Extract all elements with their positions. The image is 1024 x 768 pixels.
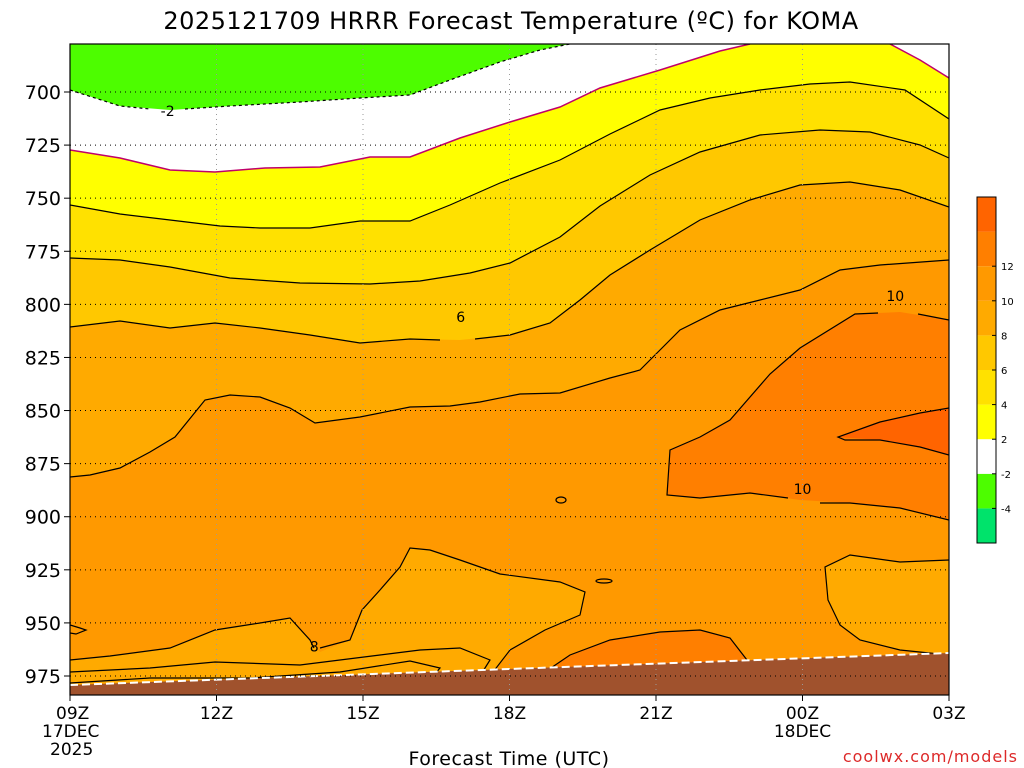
x-tick-year-09Z: 2025 [50,740,93,760]
colorbar-label-5: 8 [1001,331,1007,342]
colorbar-segment-9 [977,197,996,232]
y-tick-label-875: 875 [25,454,61,476]
y-tick-label-725: 725 [25,135,61,157]
x-tick-label-03Z: 03Z [932,704,965,724]
contour-label-0: -2 [161,104,175,120]
x-tick-label-09Z: 09Z [56,704,89,724]
colorbar-segment-1 [977,473,996,509]
x-tick-date-00Z: 18DEC [774,722,831,742]
colorbar-segment-5 [977,335,996,370]
y-tick-label-900: 900 [25,507,61,529]
y-tick-label-925: 925 [25,560,61,582]
y-axis: 700 725 750 775 800 825 850 875 900 925 950 975 [25,82,70,688]
y-tick-label-750: 750 [25,188,61,210]
contour-line-6C [70,181,949,344]
y-tick-label-775: 775 [25,241,61,263]
contour-labels: -2 6 10 10 8 [161,104,905,655]
warm-core-8-10-lower-left [70,548,585,695]
colorbar-label-3: 4 [1001,401,1007,412]
x-tick-label-00Z: 00Z [786,704,819,724]
y-tick-label-975: 975 [25,666,61,688]
contour-line-near-surface-b [70,660,442,684]
y-tick-label-950: 950 [25,613,61,635]
temperature-band-12-to-14 [838,408,949,455]
colorbar-label-0: -4 [1001,504,1011,515]
contour-line-small-loop-a [555,496,567,504]
colorbar-segment-8 [977,231,996,267]
temperature-band-10-to-12 [667,312,949,520]
colorbar-segment-6 [977,300,996,336]
contour-line-near-surface-a [70,647,491,677]
watermark: coolwx.com/models [843,747,1018,766]
temperature-fill-layer [70,44,949,695]
x-axis-title: Forecast Time (UTC) [409,748,610,768]
grid-lines [70,44,949,695]
freezing-lines-layer [70,44,949,173]
x-tick-date-09Z: 17DEC [42,722,99,742]
contour-line-small-loop-b [595,578,613,584]
temperature-band-minus4-to-minus2 [70,44,570,110]
contour-line-8C-upper [70,259,949,478]
colorbar-label-2: 2 [1001,435,1007,446]
contour-label-2: 10 [886,289,904,305]
x-tick-label-12Z: 12Z [200,704,233,724]
y-tick-label-850: 850 [25,401,61,423]
freezing-line-0C [70,44,949,173]
cool-pocket-right [825,555,949,655]
x-tick-label-21Z: 21Z [639,704,672,724]
colorbar-segment-2 [977,439,996,474]
colorbar-segment-7 [977,266,996,301]
colorbar-segment-4 [977,370,996,405]
contour-label-4: 8 [310,639,319,655]
contour-line-12C [836,407,949,456]
contour-line-8C-lower [70,547,586,677]
contour-label-1: 6 [456,310,465,326]
x-tick-label-15Z: 15Z [346,704,379,724]
x-tick-label-18Z: 18Z [493,704,526,724]
contour-line-4C [70,129,949,285]
contour-line-cool-pocket [824,554,949,656]
colorbar-segment-3 [977,404,996,440]
colorbar-segment-0 [977,508,996,543]
contour-line-near-surface-c [544,629,748,673]
colorbar: -4 -2 2 4 6 8 10 12 [976,196,1014,544]
colorbar-label-1: -2 [1001,470,1011,481]
y-tick-label-800: 800 [25,294,61,316]
y-tick-label-825: 825 [25,347,61,369]
chart-title: 2025121709 HRRR Forecast Temperature (ºC… [163,7,858,35]
contour-label-3: 10 [794,482,812,498]
colorbar-label-6: 10 [1001,297,1014,308]
y-tick-label-700: 700 [25,82,61,104]
contour-line-small-loop-left [70,624,88,635]
contour-line-10C [666,312,949,521]
colorbar-label-4: 6 [1001,366,1007,377]
contour-line-minus2C [70,44,571,110]
contour-line-2C [70,81,949,229]
contour-line-layer [70,81,949,684]
colorbar-label-7: 12 [1001,262,1014,273]
